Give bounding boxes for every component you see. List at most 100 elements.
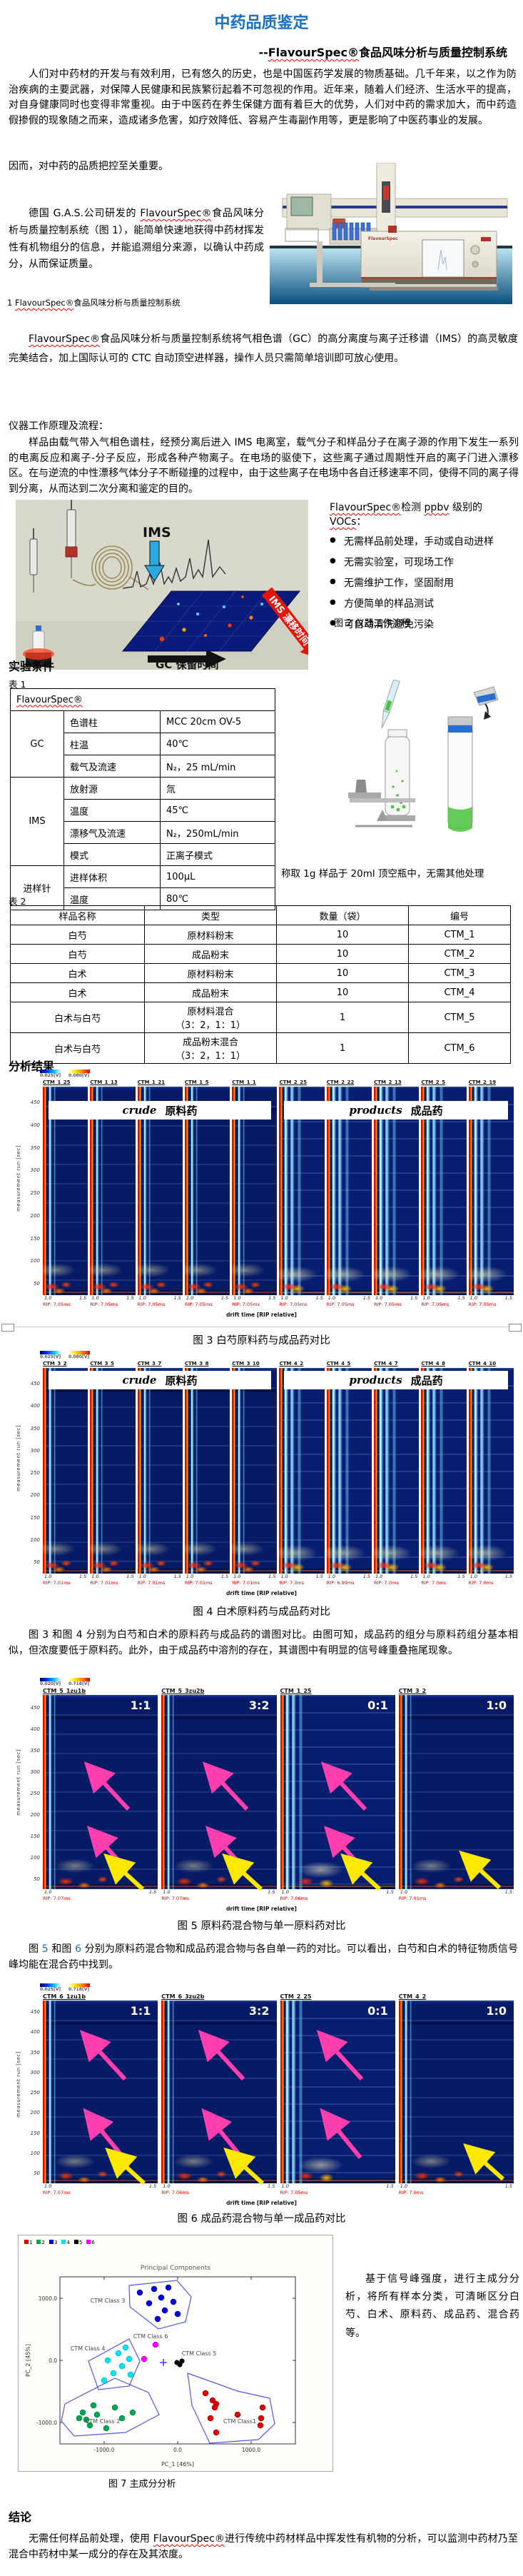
x-tick: 1.0: [44, 1574, 52, 1579]
cell: 10: [276, 963, 409, 983]
gc-ims-paragraph: FlavourSpec®食品风味分析与质量控制系统将气相色谱（GC）的高分离度与…: [9, 330, 518, 368]
colorbar-blue: [40, 1678, 61, 1681]
text: ppbv: [424, 502, 450, 513]
table-row: 白术与白芍 成品粉末混合 （3：2，1：1） 1 CTM_6: [10, 1032, 511, 1064]
colorbar-high: 0.718[V]: [68, 1987, 90, 1992]
gcims-heatmap: [326, 1087, 372, 1295]
text: 无需任何样品前处理，使用: [29, 2533, 153, 2545]
sample-note: 称取 1g 样品于 20ml 顶空瓶中，无需其他处理: [281, 868, 484, 880]
legend-label: 2: [41, 2240, 45, 2245]
y-tick: 300: [30, 1167, 40, 1174]
x-tick: 1.0: [281, 1889, 289, 1895]
y-tick: 250: [30, 1791, 40, 1796]
x-tick: 1.0: [233, 1574, 241, 1579]
x-tick: 1.5: [148, 2183, 157, 2189]
x-tick: 1.5: [78, 1295, 87, 1301]
x-tick: 1.0: [280, 1295, 288, 1301]
x-tick: 1.0: [281, 2183, 289, 2189]
x-axis-label: drift time [RIP relative]: [226, 1590, 297, 1596]
panel-label: CTM_2_25: [280, 1993, 312, 2000]
rip-label: RIP: 7.07ms: [161, 1896, 190, 1901]
x-tick: 1.0: [469, 1574, 478, 1579]
subtitle-prefix: --: [258, 46, 268, 59]
y-axis-label: PC_2 [45%]: [25, 2344, 31, 2377]
cluster-label: CTM Class 3: [91, 2298, 126, 2304]
table-row: 白术 原材料粉末 10 CTM_3: [10, 963, 511, 983]
pca-scatter-plot: Principal Components -1000.0 0.0 1000.0 …: [25, 2265, 296, 2467]
colorbar-red: [68, 1351, 90, 1354]
x-tick: 1.0: [280, 1574, 288, 1579]
heatmap-panel: CTM_1_13 1.0 1.5 RIP: 7.05ms: [90, 1080, 136, 1308]
value: 100μL: [160, 865, 275, 888]
x-tick: 1.5: [504, 1889, 512, 1895]
y-tick: 250: [30, 1190, 40, 1196]
conclusion-heading: 结论: [9, 2510, 32, 2524]
text: 食品风味分析与质量控制系统: [73, 298, 181, 308]
heatmap-panel: CTM_1_25 1.0 1.5 RIP: 7.05ms: [43, 1080, 88, 1308]
cell: 白术: [10, 963, 145, 983]
figure-5-heatmaps: 0.020[V] 0.718[V] measurement run [sec] …: [6, 1678, 517, 1915]
cell: 白芍: [10, 925, 145, 945]
colorbar-low: 0.020[V]: [40, 1681, 61, 1686]
ims-label: IMS: [143, 525, 171, 540]
group-en: crude: [122, 1104, 157, 1117]
figure-3-heatmaps: 0.025[V] 0.080[V] measurement run [sec] …: [6, 1070, 517, 1321]
colorbar-low: 0.025[V]: [40, 1073, 61, 1078]
x-tick: 1.0: [44, 1295, 52, 1301]
cell: CTM_6: [408, 1032, 511, 1064]
legend-label: 3: [54, 2240, 58, 2245]
panel-label: CTM_3_8: [184, 1361, 209, 1367]
cell: CTM_2: [408, 944, 511, 964]
y-tick: 450: [30, 1381, 40, 1387]
y-tick: 100: [30, 1536, 40, 1543]
x-tick: 1.5: [268, 1295, 276, 1301]
legend-item: 4: [61, 2240, 70, 2245]
gcims-heatmap: 1:0: [398, 2001, 514, 2183]
group-cn: 成品药: [410, 1374, 443, 1387]
y-tick: 0.0: [49, 2358, 57, 2364]
rip-label: RIP: 7.01ms: [398, 1896, 427, 1901]
legend-label: 1: [29, 2240, 33, 2245]
y-tick: 400: [30, 1403, 40, 1409]
mix-ratio-label: 1:0: [486, 2004, 507, 2018]
cell: 成品粉末混合 （3：2，1：1）: [144, 1032, 277, 1064]
cell: 原材料粉末: [144, 925, 277, 945]
legend-swatch: [73, 2240, 78, 2244]
brand-name: FlavourSpec®: [29, 333, 101, 345]
x-tick: 1.5: [362, 1574, 371, 1579]
voc-title: FlavourSpec®检测 ppbv 级别的 VOCs：: [330, 500, 519, 528]
rip-label: RIP: 7.05ms: [374, 1302, 402, 1307]
heatmap-panel: CTM_4_10 1.0 1.5 RIP: 7.0ms: [468, 1361, 514, 1586]
x-tick: 1.5: [410, 1574, 418, 1579]
panel-label: CTM_3_2: [43, 1361, 67, 1367]
heatmap-panel: CTM_2_25 0:1 1.0 1.5 RIP: 7.05ms: [280, 1993, 395, 2196]
x-tick: 1.5: [268, 2183, 275, 2189]
y-tick: 350: [30, 1425, 40, 1432]
heatmap-panel: CTM_1_21 1.0 1.5 RIP: 7.05ms: [137, 1080, 183, 1308]
y-tick: 400: [30, 1122, 40, 1128]
group-syringe: 进样针: [10, 865, 64, 910]
rip-label: RIP: 7.05ms: [90, 1302, 118, 1307]
legend-swatch: [24, 2240, 29, 2244]
colorbar-red: [68, 1678, 90, 1681]
heatmap-panel: CTM_6_3zu2b 3:2 1.0 1.5 RIP: 7.06ms: [161, 1993, 277, 2196]
value: 正离子模式: [160, 843, 275, 866]
cell: 1: [276, 1032, 409, 1064]
y-axis-label: measurement run [sec]: [16, 1749, 21, 1816]
heatmap-panel: CTM_2_13 1.0 1.5 RIP: 7.05ms: [374, 1080, 420, 1308]
x-tick: 1.0: [91, 1574, 99, 1579]
panel-label: CTM_2_19: [468, 1080, 497, 1085]
colorbar-blue: [40, 1070, 61, 1073]
panel-label: CTM_4_10: [468, 1361, 497, 1367]
rip-label: RIP: 7.0ms: [421, 1580, 447, 1586]
brand-name: FlavourSpec®: [140, 208, 212, 219]
subtitle-rest: 食品风味分析与质量控制系统: [358, 46, 507, 59]
y-tick: 50: [34, 1281, 40, 1287]
cluster-label: CTM Class 2: [86, 2418, 121, 2425]
figure-4-caption: 图 4 白术原料药与成品药对比: [193, 1606, 330, 1618]
figure-4-heatmaps: 0.025[V] 0.080[V] measurement run [sec] …: [6, 1351, 517, 1599]
y-tick: 300: [30, 1447, 40, 1454]
heatmap-panel: CTM_2_25 1.0 1.5 RIP: 7.05ms: [279, 1080, 325, 1308]
gcims-heatmap: [421, 1087, 467, 1295]
